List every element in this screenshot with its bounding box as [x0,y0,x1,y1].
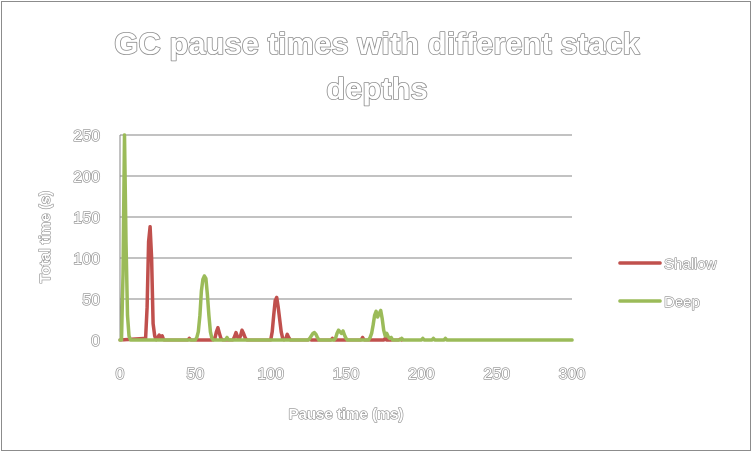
x-tick-label-100: 100 [257,366,284,383]
chart-title-line-2: depths [326,71,428,106]
y-tick-labels: 0 50 100 150 200 250 [73,127,101,350]
y-tick-label-50: 50 [82,292,100,309]
x-tick-label-250: 250 [483,366,510,383]
gridlines [120,134,572,300]
y-tick-label-200: 200 [73,169,100,186]
x-axis-title: Pause time (ms) [288,406,403,423]
y-axis-title: Total time (s) [37,191,54,283]
series-lines [118,133,574,342]
x-tick-label-300: 300 [559,366,586,383]
x-tick-labels: 0 50 100 150 200 250 300 [115,365,586,383]
y-tick-label-150: 150 [73,210,100,227]
y-tick-label-100: 100 [73,251,100,268]
legend: Shallow Deep [618,255,717,312]
y-tick-label-0: 0 [91,333,100,350]
legend-label-deep: Deep [664,294,700,311]
x-tick-label-0: 0 [116,366,125,383]
series-line-deep [118,133,574,342]
series-line-shallow [118,225,404,342]
x-tick-label-200: 200 [408,366,435,383]
y-tick-label-250: 250 [73,128,100,145]
chart-title-line-1: GC pause times with different stack [114,26,640,61]
x-tick-label-150: 150 [333,366,360,383]
x-tick-label-50: 50 [186,366,204,383]
legend-label-shallow: Shallow [664,256,717,273]
